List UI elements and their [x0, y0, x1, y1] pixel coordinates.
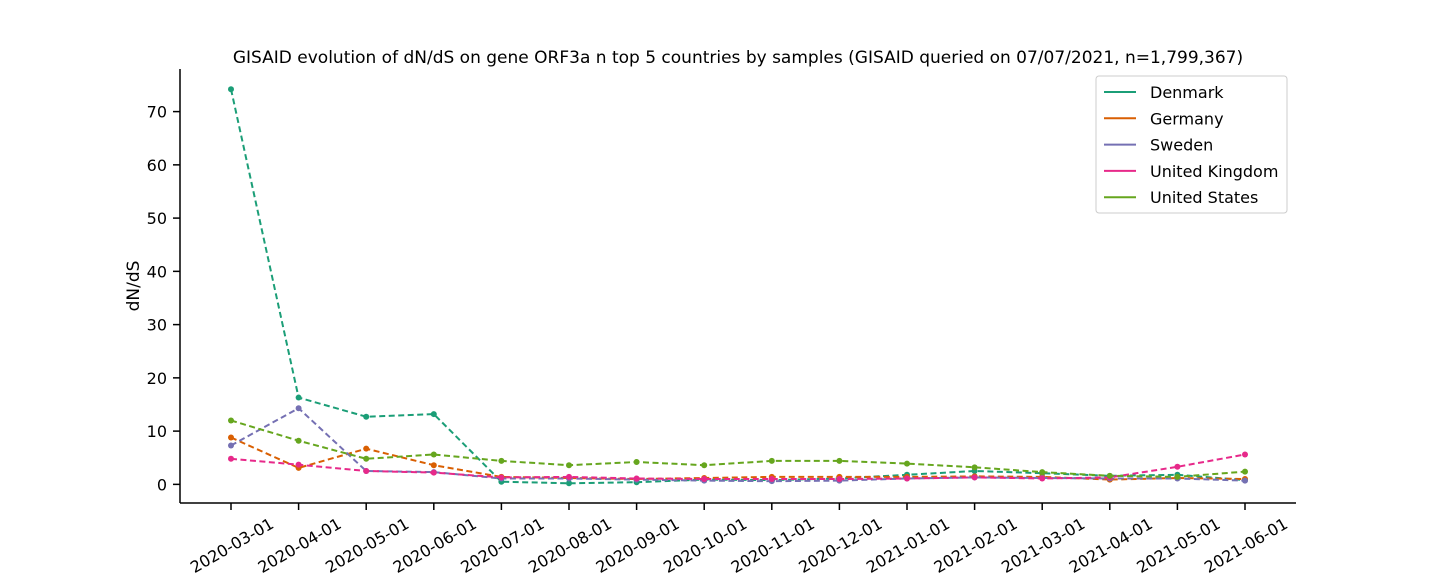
y-tick-label: 40 [147, 262, 167, 281]
legend-label: Sweden [1150, 136, 1213, 155]
series-line [230, 453, 1246, 480]
y-tick-label: 20 [147, 369, 167, 388]
data-point [1174, 463, 1181, 470]
data-point [566, 480, 572, 487]
data-point [430, 469, 437, 476]
legend-box [1095, 75, 1288, 214]
data-point [836, 476, 843, 483]
data-point [1039, 469, 1046, 476]
data-point [430, 462, 437, 469]
data-point [295, 394, 302, 401]
y-tick-label: 50 [147, 209, 167, 228]
data-point [228, 417, 234, 424]
data-point [295, 405, 302, 412]
data-point [1242, 477, 1248, 484]
data-point [363, 455, 370, 462]
data-point [363, 445, 370, 452]
y-tick-label: 30 [147, 316, 167, 335]
data-point [228, 434, 234, 441]
data-point [904, 460, 910, 467]
y-tick-label: 10 [147, 422, 167, 441]
data-point [768, 457, 775, 464]
legend-label: Germany [1150, 109, 1224, 128]
data-point [498, 474, 505, 481]
legend-label: Denmark [1150, 83, 1224, 102]
data-point [363, 468, 370, 475]
y-axis-label: dN/dS [124, 261, 144, 312]
series-line [230, 419, 1246, 478]
data-point [295, 461, 302, 468]
data-point [228, 455, 234, 462]
data-point [1242, 468, 1248, 475]
data-point [904, 475, 910, 482]
data-point [1174, 473, 1181, 480]
chart-title: GISAID evolution of dN/dS on gene ORF3a … [233, 48, 1243, 68]
data-point [430, 411, 437, 418]
plot-area [228, 86, 1248, 487]
data-point [768, 476, 775, 483]
legend: Denmark Germany Sweden United Kingdom United… [1095, 75, 1288, 214]
data-point [498, 457, 505, 464]
data-point [1242, 451, 1248, 458]
data-point [566, 462, 572, 469]
data-point [363, 413, 370, 420]
data-point [971, 474, 978, 481]
data-point [701, 462, 708, 469]
data-point [1039, 475, 1046, 482]
y-tick-label: 0 [157, 475, 167, 494]
legend-label: United States [1150, 188, 1258, 207]
data-point [430, 451, 437, 458]
data-point [295, 437, 302, 444]
data-point [701, 476, 708, 483]
series-line [230, 406, 1246, 483]
legend-label: United Kingdom [1150, 162, 1278, 181]
data-point [971, 464, 978, 471]
series-line [230, 88, 1246, 485]
data-point [566, 473, 572, 480]
data-point [228, 86, 234, 93]
data-point [836, 457, 843, 464]
data-point [633, 475, 640, 482]
data-point [633, 458, 640, 465]
data-point [1106, 472, 1113, 479]
y-tick-label: 70 [147, 103, 167, 122]
data-point [228, 442, 234, 449]
y-tick-label: 60 [147, 156, 167, 175]
